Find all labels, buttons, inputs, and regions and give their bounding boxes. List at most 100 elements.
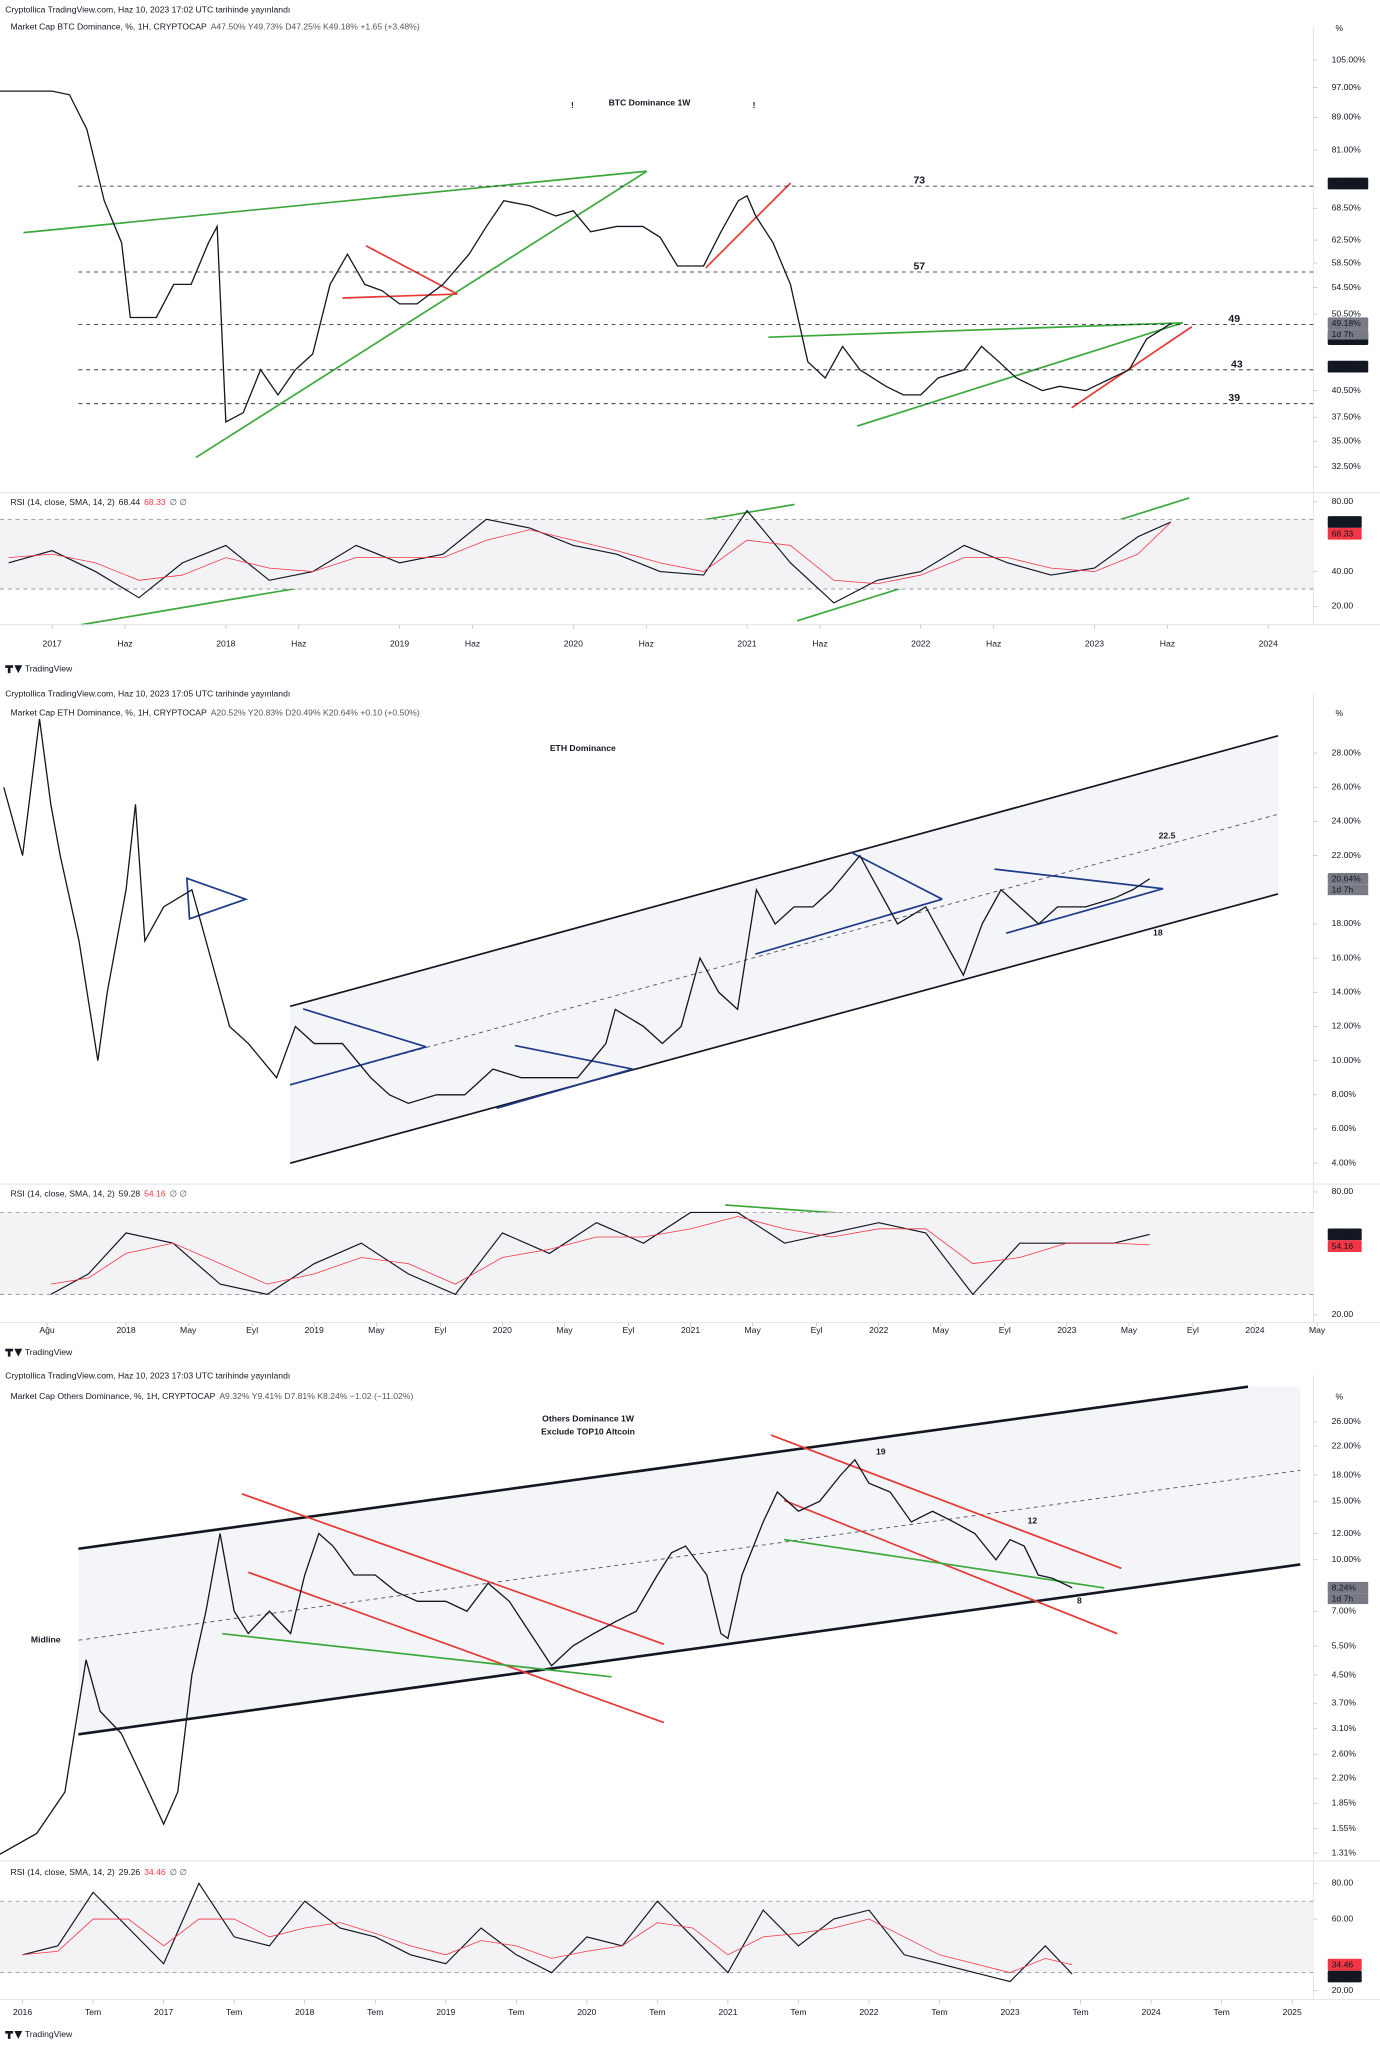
annotation: Midline <box>31 1635 61 1645</box>
y-tick-label: 97.00% <box>1332 82 1362 92</box>
countdown: 1d 7h <box>1332 885 1354 895</box>
y-tick-label: 15.00% <box>1332 1496 1362 1506</box>
unit-label: % <box>1336 708 1344 718</box>
symbol: Market Cap ETH Dominance, %, 1H, CRYPTOC… <box>10 708 207 718</box>
y-tick-label: 58.50% <box>1332 257 1362 267</box>
rsi-band <box>0 519 1314 590</box>
annotation: 19 <box>876 1446 886 1456</box>
x-tick-label: Haz <box>986 639 1001 649</box>
rsi-extra: ∅ ∅ <box>170 1189 188 1199</box>
rsi-ma-value-label-box <box>1327 1240 1362 1253</box>
y-tick-label: 2.60% <box>1332 1748 1357 1758</box>
rsi-line <box>22 1882 1073 1983</box>
level-label: 57 <box>913 262 925 273</box>
brand: TradingView <box>25 2029 73 2039</box>
y-tick-label: 3.70% <box>1332 1698 1357 1708</box>
rsi-extra: ∅ ∅ <box>170 1867 188 1877</box>
y-tick-label: 8.00% <box>1332 1089 1357 1099</box>
rsi-ma-value-label: 34.46 <box>1332 1959 1354 1969</box>
ohlc: A20.52% Y20.83% D20.49% K20.64% +0.10 (+… <box>211 708 420 718</box>
x-tick-label: 2021 <box>681 1325 700 1335</box>
level-price-label: 43.39% <box>1332 361 1362 371</box>
x-tick-label: Tem <box>931 2007 947 2017</box>
rsi-y-tick-label: 80.00 <box>1332 496 1354 506</box>
x-tick-label: 2024 <box>1259 639 1278 649</box>
rsi-value: 59.28 <box>119 1189 141 1199</box>
x-tick-label: 2024 <box>1142 2007 1161 2017</box>
x-tick-label: 2019 <box>390 639 409 649</box>
countdown-box <box>1327 329 1369 340</box>
trend-line <box>514 1044 633 1070</box>
trend-line <box>1006 887 1164 934</box>
rsi-ma-value: 34.46 <box>144 1867 166 1877</box>
y-tick-label: 54.50% <box>1332 282 1362 292</box>
rsi-value-label: 59.28 <box>1332 1229 1354 1239</box>
brand: TradingView <box>25 663 73 673</box>
channel-line <box>78 1385 1249 1551</box>
x-tick-label: 2022 <box>859 2007 878 2017</box>
rsi-extra: ∅ ∅ <box>170 497 188 507</box>
chart-header: Market Cap BTC Dominance, %, 1H, CRYPTOC… <box>10 22 419 32</box>
x-tick-label: 2019 <box>436 2007 455 2017</box>
x-tick-label: 2023 <box>1057 1325 1076 1335</box>
x-tick-label: Haz <box>1160 639 1175 649</box>
annotation: BTC Dominance 1W <box>609 98 692 108</box>
countdown: 1d 7h <box>1332 329 1354 339</box>
annotation: Others Dominance 1W <box>542 1414 635 1424</box>
rsi-band <box>0 1901 1314 1973</box>
rsi-ma-value-label-box <box>1327 1958 1362 1971</box>
x-tick-label: 2020 <box>564 639 583 649</box>
trend-line <box>705 182 792 269</box>
trend-line <box>365 244 458 295</box>
ohlc: A47.50% Y49.73% D47.25% K49.18% +1.65 (+… <box>211 22 420 32</box>
last-price-label-box <box>1327 872 1369 885</box>
x-tick-label: 2022 <box>869 1325 888 1335</box>
y-tick-label: 14.00% <box>1332 987 1362 997</box>
rsi-value-label-box <box>1327 1970 1362 1983</box>
y-tick-label: 28.00% <box>1332 747 1362 757</box>
x-tick-label: 2023 <box>1000 2007 1019 2017</box>
x-tick-label: May <box>180 1325 197 1335</box>
trend-line <box>248 1571 665 1724</box>
rsi-y-tick-label: 40.00 <box>1332 566 1354 576</box>
y-tick-label: 7.00% <box>1332 1606 1357 1616</box>
rsi-ma-value: 68.33 <box>144 497 166 507</box>
annotation: Exclude TOP10 Altcoin <box>541 1427 635 1437</box>
y-tick-label: 35.00% <box>1332 436 1362 446</box>
countdown-box <box>1327 1593 1369 1605</box>
y-tick-label: 32.50% <box>1332 461 1362 471</box>
rsi-line <box>8 509 1172 604</box>
y-tick-label: 2.20% <box>1332 1773 1357 1783</box>
rsi-ma-value-label: 68.33 <box>1332 528 1354 538</box>
y-tick-label: 105.00% <box>1332 54 1366 64</box>
x-tick-label: 2019 <box>305 1325 324 1335</box>
rsi-y-tick-label: 20.00 <box>1332 1309 1354 1319</box>
symbol: Market Cap BTC Dominance, %, 1H, CRYPTOC… <box>10 22 207 32</box>
x-tick-label: May <box>368 1325 385 1335</box>
y-tick-label: 12.00% <box>1332 1021 1362 1031</box>
x-tick-label: Eyl <box>622 1325 634 1335</box>
rsi-value-label-box <box>1327 516 1362 528</box>
y-tick-label: 22.00% <box>1332 1440 1362 1450</box>
level-label: 43 <box>1231 359 1243 370</box>
annotation: 8 <box>1077 1595 1082 1605</box>
channel-line <box>78 1563 1301 1736</box>
x-tick-label: 2021 <box>718 2007 737 2017</box>
trend-line <box>850 851 943 900</box>
chart-header: Market Cap ETH Dominance, %, 1H, CRYPTOC… <box>10 708 419 718</box>
x-tick-label: 2018 <box>295 2007 314 2017</box>
trend-line <box>302 1008 427 1048</box>
y-tick-label: 26.00% <box>1332 782 1362 792</box>
y-tick-label: 26.00% <box>1332 1416 1362 1426</box>
x-tick-label: Haz <box>812 639 827 649</box>
published-line: Cryptollica TradingView.com, Haz 10, 202… <box>5 5 290 15</box>
x-tick-label: May <box>1309 1325 1326 1335</box>
x-tick-label: Tem <box>790 2007 806 2017</box>
y-tick-label: 3.10% <box>1332 1723 1357 1733</box>
rsi-header: RSI (14, close, SMA, 14, 2) 59.28 54.16 ∅ ∅ <box>10 1189 187 1199</box>
rsi-header: RSI (14, close, SMA, 14, 2) 29.26 34.46 ∅ ∅ <box>10 1867 187 1877</box>
rsi-band <box>0 1212 1314 1295</box>
y-tick-label: 16.00% <box>1332 952 1362 962</box>
brand-logo <box>5 2031 23 2039</box>
